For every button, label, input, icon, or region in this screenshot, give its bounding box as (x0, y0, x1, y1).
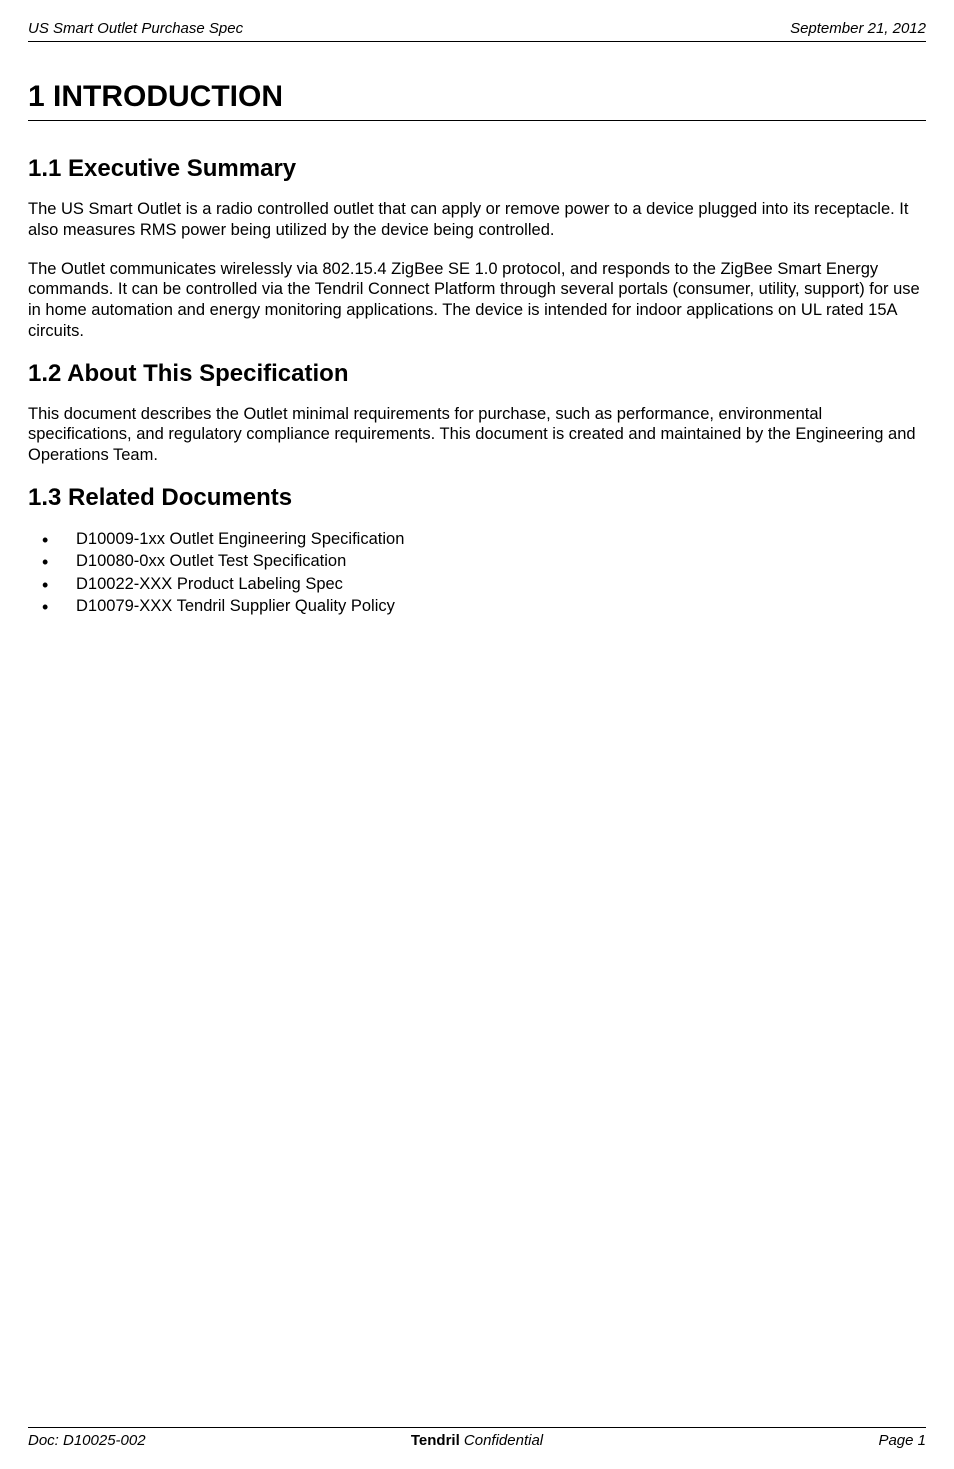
footer-center: Tendril Confidential (411, 1432, 543, 1449)
executive-summary-p1: The US Smart Outlet is a radio controlle… (28, 199, 926, 241)
heading-executive-summary: 1.1 Executive Summary (28, 155, 926, 183)
footer-right: Page 1 (878, 1432, 926, 1449)
list-item: D10009-1xx Outlet Engineering Specificat… (28, 528, 926, 550)
heading-related-documents: 1.3 Related Documents (28, 484, 926, 512)
page-header: US Smart Outlet Purchase Spec September … (28, 20, 926, 42)
heading-about-spec: 1.2 About This Specification (28, 360, 926, 388)
page-footer: Doc: D10025-002 Tendril Confidential Pag… (28, 1427, 926, 1449)
related-documents-list: D10009-1xx Outlet Engineering Specificat… (28, 528, 926, 617)
document-page: US Smart Outlet Purchase Spec September … (0, 0, 954, 1469)
list-item: D10080-0xx Outlet Test Specification (28, 550, 926, 572)
heading-1-introduction: 1 INTRODUCTION (28, 80, 926, 121)
executive-summary-p2: The Outlet communicates wirelessly via 8… (28, 259, 926, 342)
list-item: D10022-XXX Product Labeling Spec (28, 573, 926, 595)
footer-center-bold: Tendril (411, 1432, 460, 1449)
about-spec-p1: This document describes the Outlet minim… (28, 404, 926, 466)
list-item: D10079-XXX Tendril Supplier Quality Poli… (28, 595, 926, 617)
header-left: US Smart Outlet Purchase Spec (28, 20, 243, 37)
footer-center-rest: Confidential (460, 1432, 543, 1449)
header-right: September 21, 2012 (790, 20, 926, 37)
footer-left: Doc: D10025-002 (28, 1432, 146, 1449)
